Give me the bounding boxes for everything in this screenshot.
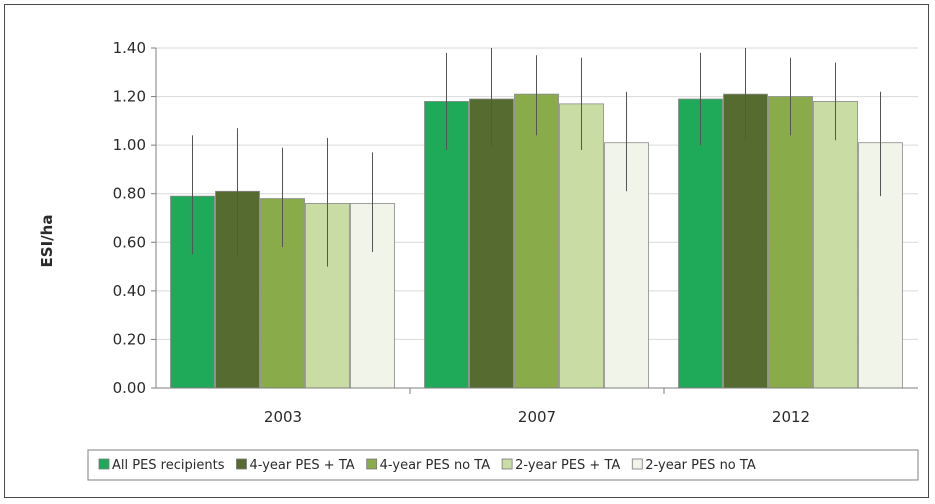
x-tick-label: 2003: [264, 408, 302, 426]
y-tick-label: 0.60: [113, 233, 146, 251]
x-tick-label: 2012: [772, 408, 810, 426]
bar: [768, 96, 813, 389]
bar: [813, 101, 858, 389]
bar: [723, 93, 768, 389]
legend: All PES recipients 4-year PES + TA 4-year …: [87, 449, 919, 481]
legend-label: 4-year PES + TA: [249, 458, 354, 473]
legend-label: 2-year PES + TA: [515, 458, 620, 473]
x-tick-label: 2007: [518, 408, 556, 426]
bar: [559, 103, 604, 389]
legend-swatch: [501, 458, 513, 470]
bar: [424, 101, 469, 389]
legend-label: 4-year PES no TA: [380, 458, 491, 473]
y-tick-label: 0.40: [113, 282, 146, 300]
bars: [170, 93, 903, 389]
y-tick-label: 0.80: [113, 185, 146, 203]
bar: [678, 98, 723, 389]
error-bars: [192, 48, 881, 267]
legend-swatch: [236, 458, 247, 470]
legend-label: All PES recipients: [112, 458, 225, 473]
legend-swatch: [366, 458, 378, 470]
y-axis-title: ESI/ha: [38, 215, 56, 268]
y-tick-label: 1.20: [113, 88, 146, 106]
axes: 0.00 0.20 0.40 0.60 0.80 1.00 1.20 1.40 2003 2007…: [113, 39, 918, 426]
legend-swatch: [631, 458, 643, 470]
legend-swatch: [98, 458, 110, 470]
y-tick-label: 1.40: [113, 39, 146, 57]
bar: [514, 93, 559, 389]
y-tick-label: 1.00: [113, 136, 146, 154]
y-tick-label: 0.00: [113, 379, 146, 397]
legend-label: 2-year PES no TA: [645, 458, 756, 473]
y-tick-label: 0.20: [113, 330, 146, 348]
